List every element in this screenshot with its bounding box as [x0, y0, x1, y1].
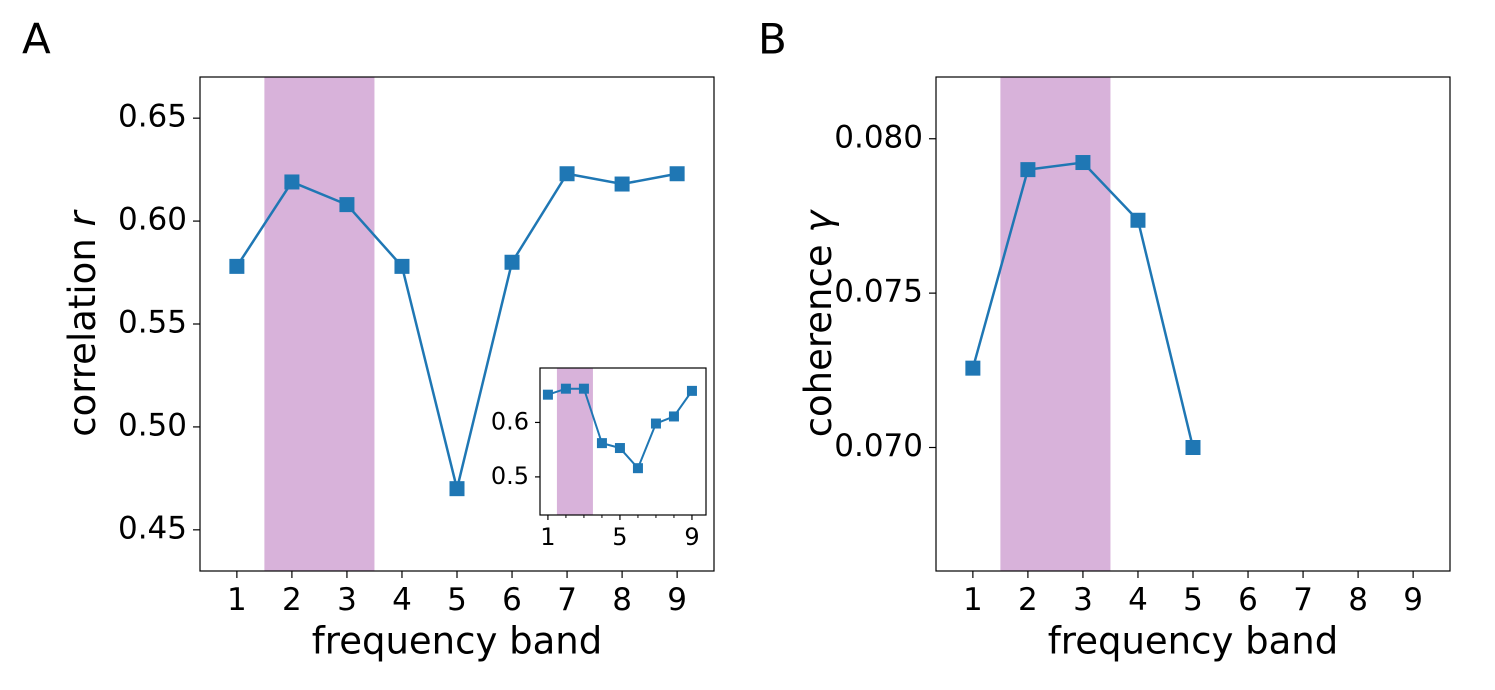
- data-point: [686, 385, 697, 396]
- x-tick-label: 2: [282, 582, 302, 618]
- x-tick-label: 5: [1183, 582, 1203, 618]
- data-point: [449, 481, 465, 497]
- y-tick-label: 0.070: [834, 428, 923, 464]
- x-tick-label: 4: [392, 582, 412, 618]
- panel-label: B: [758, 15, 787, 64]
- x-tick-label: 3: [337, 582, 357, 618]
- x-tick-label: 1: [540, 523, 555, 551]
- data-point: [1075, 155, 1091, 171]
- y-tick-label: 0.6: [491, 407, 529, 435]
- plot-frame: [935, 76, 1451, 572]
- x-tick-label: 8: [612, 582, 632, 618]
- x-tick-label: 3: [1073, 582, 1093, 618]
- data-point: [614, 176, 630, 192]
- x-tick-label: 9: [684, 523, 699, 551]
- y-axis-label-symbol: γ: [797, 209, 840, 233]
- x-axis-label: frequency band: [312, 620, 602, 663]
- x-tick-label: 1: [227, 582, 247, 618]
- y-axis-label-text: coherence: [797, 244, 840, 437]
- x-tick-label: 1: [963, 582, 983, 618]
- data-point: [669, 166, 685, 182]
- data-point: [504, 254, 520, 270]
- panel-label: A: [22, 15, 51, 64]
- highlight-band: [264, 77, 375, 571]
- data-point: [284, 174, 300, 190]
- data-point: [1020, 162, 1036, 178]
- data-point: [560, 383, 571, 394]
- data-point: [229, 258, 245, 274]
- data-point: [965, 360, 981, 376]
- y-tick-label: 0.50: [118, 407, 187, 443]
- y-tick-label: 0.5: [491, 462, 529, 490]
- x-tick-label: 9: [667, 582, 687, 618]
- y-tick-label: 0.60: [118, 202, 187, 238]
- y-tick-label: 0.45: [118, 510, 187, 546]
- y-tick-label: 0.55: [118, 305, 187, 341]
- y-axis-label-symbol: r: [61, 208, 104, 226]
- x-axis-label: frequency band: [1048, 620, 1338, 663]
- x-tick-label: 7: [557, 582, 577, 618]
- x-tick-label: 9: [1403, 582, 1423, 618]
- data-point: [394, 258, 410, 274]
- y-tick-label: 0.075: [834, 274, 923, 310]
- y-axis-label: correlation r: [61, 208, 104, 436]
- data-point: [339, 197, 355, 213]
- data-point: [632, 463, 643, 474]
- plot-frame: [199, 76, 715, 572]
- x-tick-label: 6: [502, 582, 522, 618]
- y-axis-label-text: correlation: [61, 238, 104, 437]
- x-tick-label: 2: [1018, 582, 1038, 618]
- x-tick-label: 7: [1293, 582, 1313, 618]
- y-tick-label: 0.65: [118, 99, 187, 135]
- data-point: [1185, 440, 1201, 455]
- x-tick-label: 5: [612, 523, 627, 551]
- plot-frame: [539, 367, 707, 516]
- highlight-band: [1000, 77, 1111, 571]
- x-tick-label: 5: [447, 582, 467, 618]
- data-point: [578, 383, 589, 394]
- x-tick-label: 4: [1128, 582, 1148, 618]
- data-point: [614, 443, 625, 454]
- data-point: [668, 411, 679, 422]
- data-point: [559, 166, 575, 182]
- x-tick-label: 6: [1238, 582, 1258, 618]
- data-point: [650, 418, 661, 429]
- data-point: [542, 389, 553, 400]
- data-point: [596, 438, 607, 449]
- x-tick-label: 8: [1348, 582, 1368, 618]
- y-tick-label: 0.080: [834, 119, 923, 155]
- y-axis-label: coherence γ: [797, 209, 840, 438]
- data-point: [1130, 212, 1146, 228]
